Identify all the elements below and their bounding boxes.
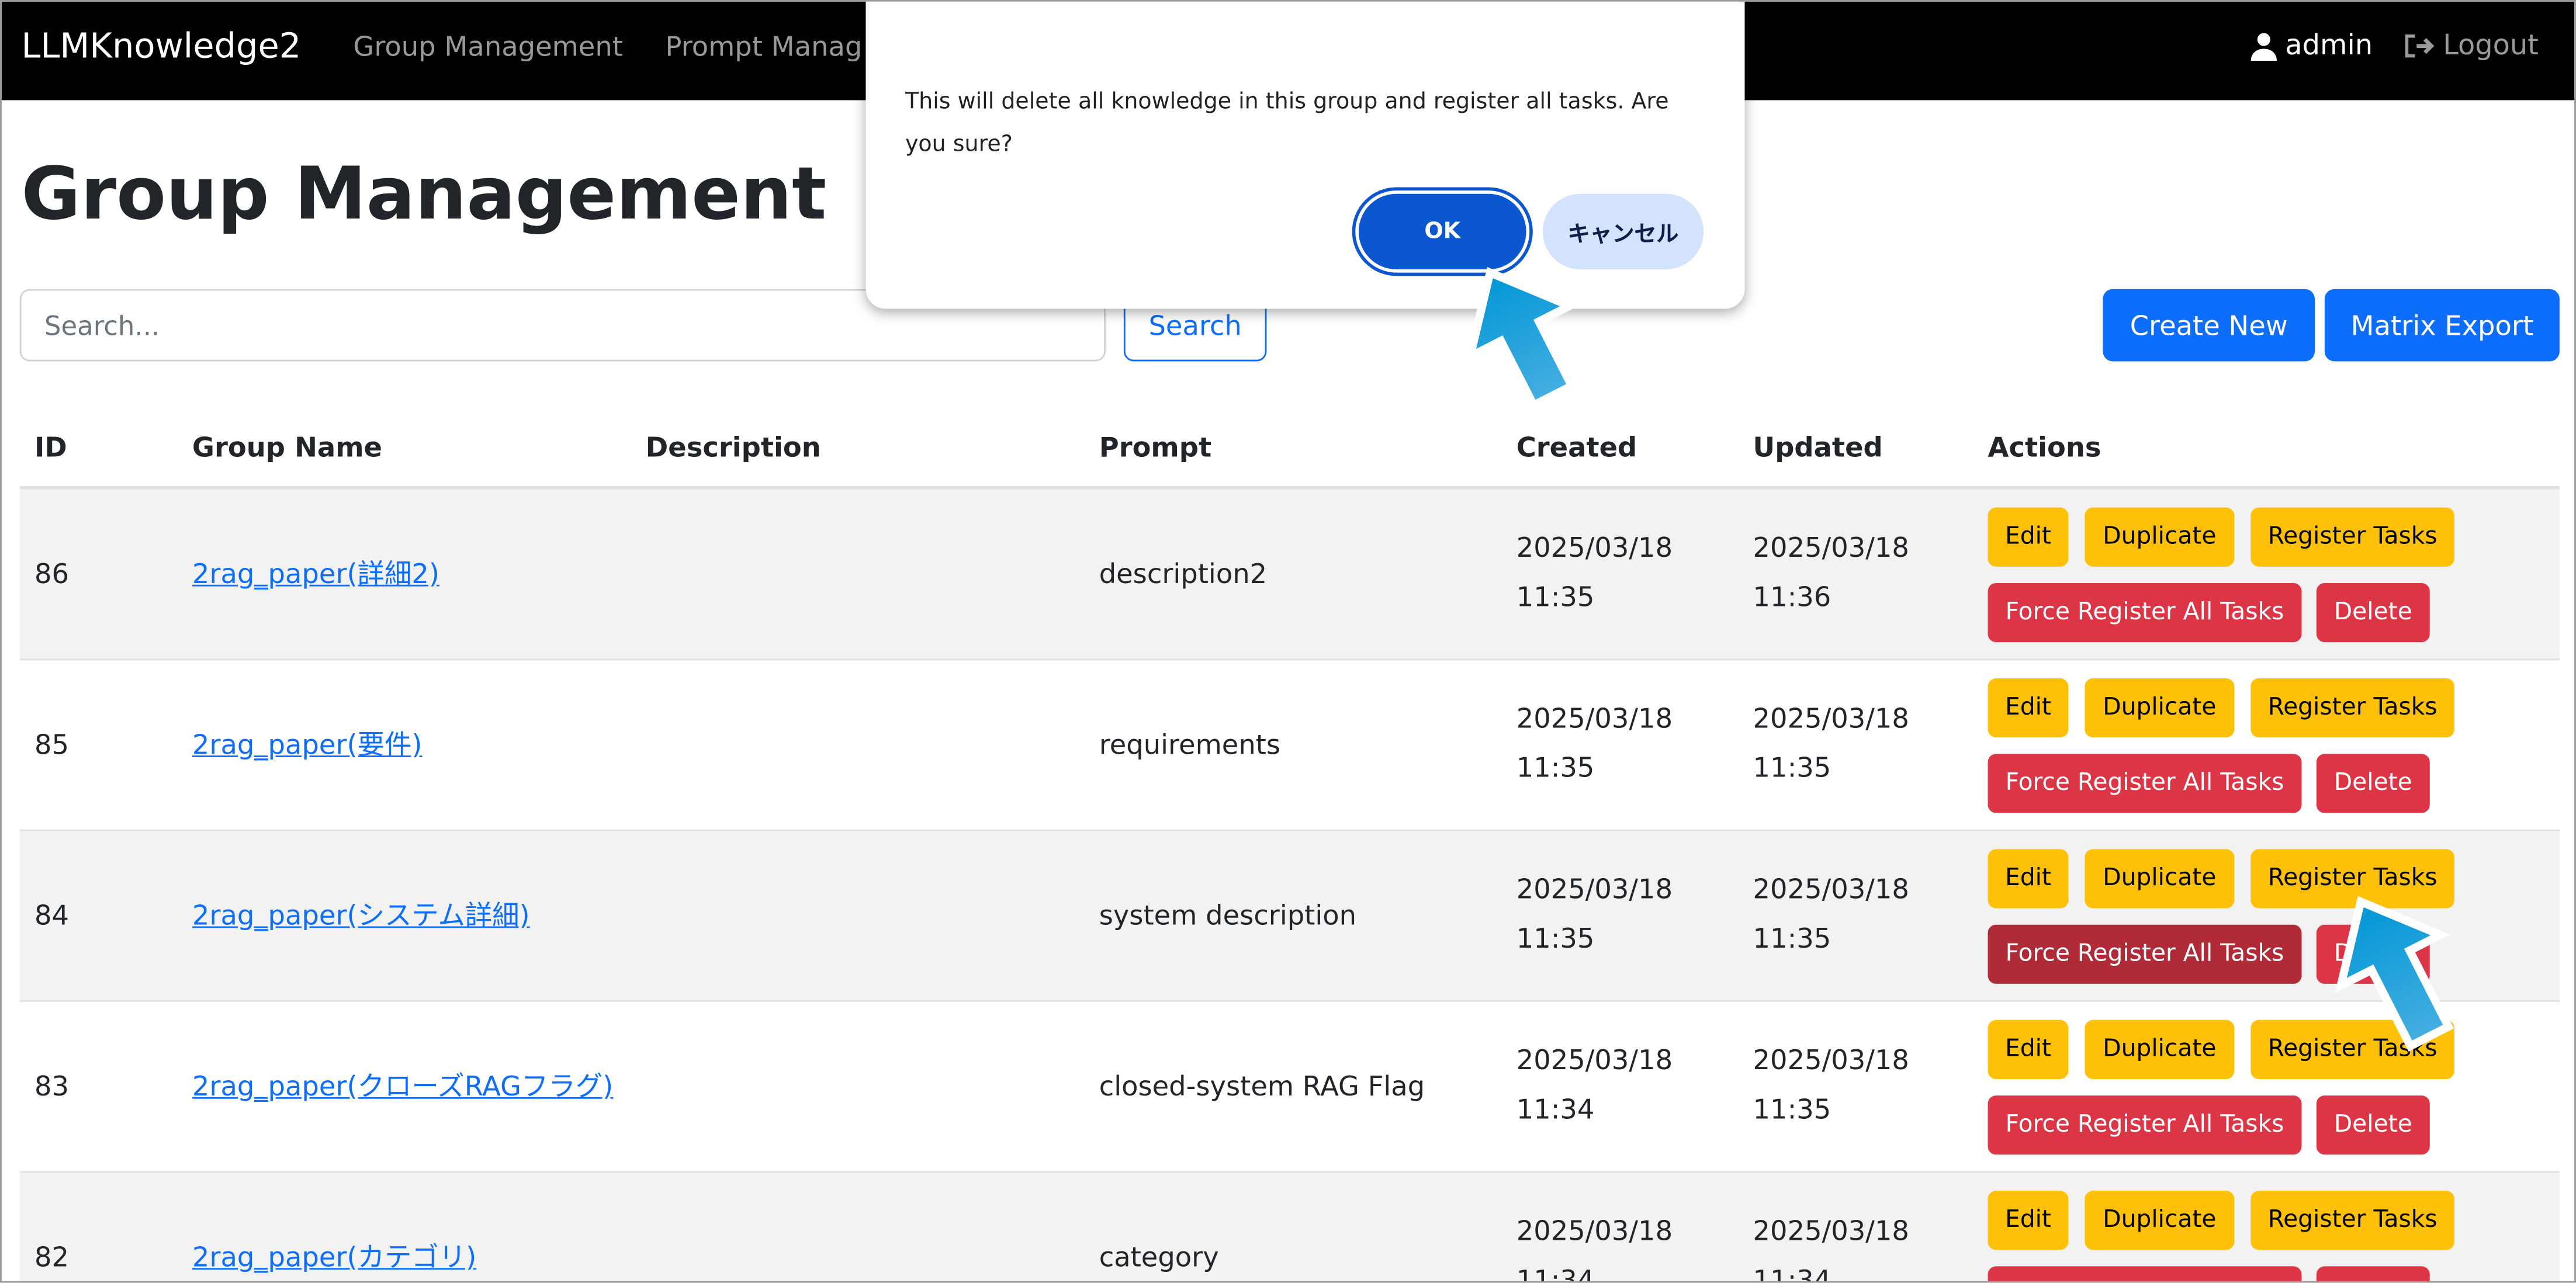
col-created: Created [1516, 432, 1637, 463]
created-time: 11:34 [1516, 1264, 1595, 1283]
group-name-link[interactable]: 2rag_paper(詳細2) [192, 558, 439, 590]
create-new-button[interactable]: Create New [2103, 289, 2315, 362]
row-prompt: category [1099, 1242, 1219, 1273]
delete-button[interactable]: Delete [2316, 754, 2430, 813]
force-register-all-button[interactable]: Force Register All Tasks [1988, 582, 2302, 643]
register-tasks-button[interactable]: Register Tasks [2250, 507, 2454, 567]
register-tasks-button[interactable]: Register Tasks [2250, 678, 2454, 738]
logout-icon [2405, 34, 2435, 58]
created-date: 2025/03/18 [1516, 1044, 1673, 1076]
edit-button[interactable]: Edit [1988, 678, 2069, 738]
dialog-cancel-button[interactable]: キャンセル [1542, 193, 1704, 270]
created-date: 2025/03/18 [1516, 532, 1673, 564]
duplicate-button[interactable]: Duplicate [2085, 1020, 2235, 1079]
col-group-name: Group Name [192, 432, 383, 463]
row-id: 84 [34, 900, 70, 931]
nav-prompt-management[interactable]: Prompt Manag [665, 31, 863, 63]
force-register-all-button[interactable]: Force Register All Tasks [1988, 1095, 2302, 1155]
row-prompt: system description [1099, 900, 1357, 931]
header-divider [19, 486, 2560, 490]
col-actions: Actions [1988, 432, 2101, 463]
updated-date: 2025/03/18 [1753, 532, 1909, 564]
group-name-link[interactable]: 2rag_paper(要件) [192, 729, 423, 761]
row-prompt: requirements [1099, 729, 1281, 761]
dialog-ok-button[interactable]: OK [1358, 193, 1526, 270]
updated-date: 2025/03/18 [1753, 1044, 1909, 1076]
edit-button[interactable]: Edit [1988, 507, 2069, 567]
updated-date: 2025/03/18 [1753, 873, 1909, 905]
row-prompt: closed-system RAG Flag [1099, 1070, 1425, 1102]
dialog-message: This will delete all knowledge in this g… [905, 88, 1669, 158]
user-menu[interactable]: admin [2249, 30, 2373, 63]
col-id: ID [34, 432, 67, 463]
register-tasks-button[interactable]: Register Tasks [2250, 1020, 2454, 1079]
created-date: 2025/03/18 [1516, 703, 1673, 734]
edit-button[interactable]: Edit [1988, 1191, 2069, 1250]
force-register-all-button[interactable]: Force Register All Tasks [1988, 754, 2302, 813]
row-id: 85 [34, 729, 70, 761]
register-tasks-button[interactable]: Register Tasks [2250, 849, 2454, 908]
row-id: 86 [34, 558, 70, 590]
col-description: Description [645, 432, 821, 463]
confirm-dialog: This will delete all knowledge in this g… [865, 1, 1745, 309]
user-icon [2250, 33, 2277, 61]
group-name-link[interactable]: 2rag_paper(クローズRAGフラグ) [192, 1070, 614, 1102]
delete-button[interactable]: Delete [2316, 582, 2430, 643]
logout-link[interactable]: Logout [2404, 30, 2539, 63]
created-time: 11:35 [1516, 923, 1595, 955]
row-id: 83 [34, 1070, 70, 1102]
duplicate-button[interactable]: Duplicate [2085, 1191, 2235, 1250]
updated-time: 11:34 [1753, 1264, 1831, 1283]
col-updated: Updated [1753, 432, 1883, 463]
table-row: 83 2rag_paper(クローズRAGフラグ) closed-system RA… [19, 1002, 2560, 1173]
created-date: 2025/03/18 [1516, 873, 1673, 905]
group-name-link[interactable]: 2rag_paper(カテゴリ) [192, 1242, 477, 1273]
nav-group-management[interactable]: Group Management [353, 31, 623, 63]
edit-button[interactable]: Edit [1988, 1020, 2069, 1079]
row-prompt: description2 [1099, 558, 1268, 590]
edit-button[interactable]: Edit [1988, 849, 2069, 908]
col-prompt: Prompt [1099, 432, 1212, 463]
created-time: 11:34 [1516, 1094, 1595, 1125]
table-row: 82 2rag_paper(カテゴリ) category 2025/03/18 11:3… [19, 1173, 2560, 1283]
updated-date: 2025/03/18 [1753, 1215, 1909, 1247]
updated-time: 11:35 [1753, 923, 1831, 955]
duplicate-button[interactable]: Duplicate [2085, 507, 2235, 567]
updated-time: 11:35 [1753, 1094, 1831, 1125]
brand[interactable]: LLMKnowledge2 [21, 26, 302, 66]
row-id: 82 [34, 1242, 70, 1273]
created-time: 11:35 [1516, 752, 1595, 783]
register-tasks-button[interactable]: Register Tasks [2250, 1191, 2454, 1250]
duplicate-button[interactable]: Duplicate [2085, 849, 2235, 908]
table-row: 86 2rag_paper(詳細2) description2 2025/03/18 1… [19, 489, 2560, 661]
force-register-all-button[interactable]: Force Register All Tasks [1988, 1266, 2302, 1281]
updated-time: 11:35 [1753, 752, 1831, 783]
force-register-all-button[interactable]: Force Register All Tasks [1988, 924, 2302, 984]
logout-label: Logout [2443, 29, 2539, 63]
delete-button[interactable]: Delete [2316, 1095, 2430, 1155]
group-name-link[interactable]: 2rag_paper(システム詳細) [192, 900, 530, 931]
delete-button[interactable]: Delete [2316, 1266, 2430, 1281]
created-date: 2025/03/18 [1516, 1215, 1673, 1247]
table-row: 85 2rag_paper(要件) requirements 2025/03/18 11… [19, 660, 2560, 831]
matrix-export-button[interactable]: Matrix Export [2324, 289, 2560, 362]
updated-time: 11:36 [1753, 581, 1831, 613]
table-row: 84 2rag_paper(システム詳細) system description 20… [19, 831, 2560, 1002]
delete-button[interactable]: Delete [2316, 924, 2430, 984]
duplicate-button[interactable]: Duplicate [2085, 678, 2235, 738]
page-title: Group Management [21, 152, 827, 237]
created-time: 11:35 [1516, 581, 1595, 613]
username: admin [2285, 29, 2373, 63]
updated-date: 2025/03/18 [1753, 703, 1909, 734]
